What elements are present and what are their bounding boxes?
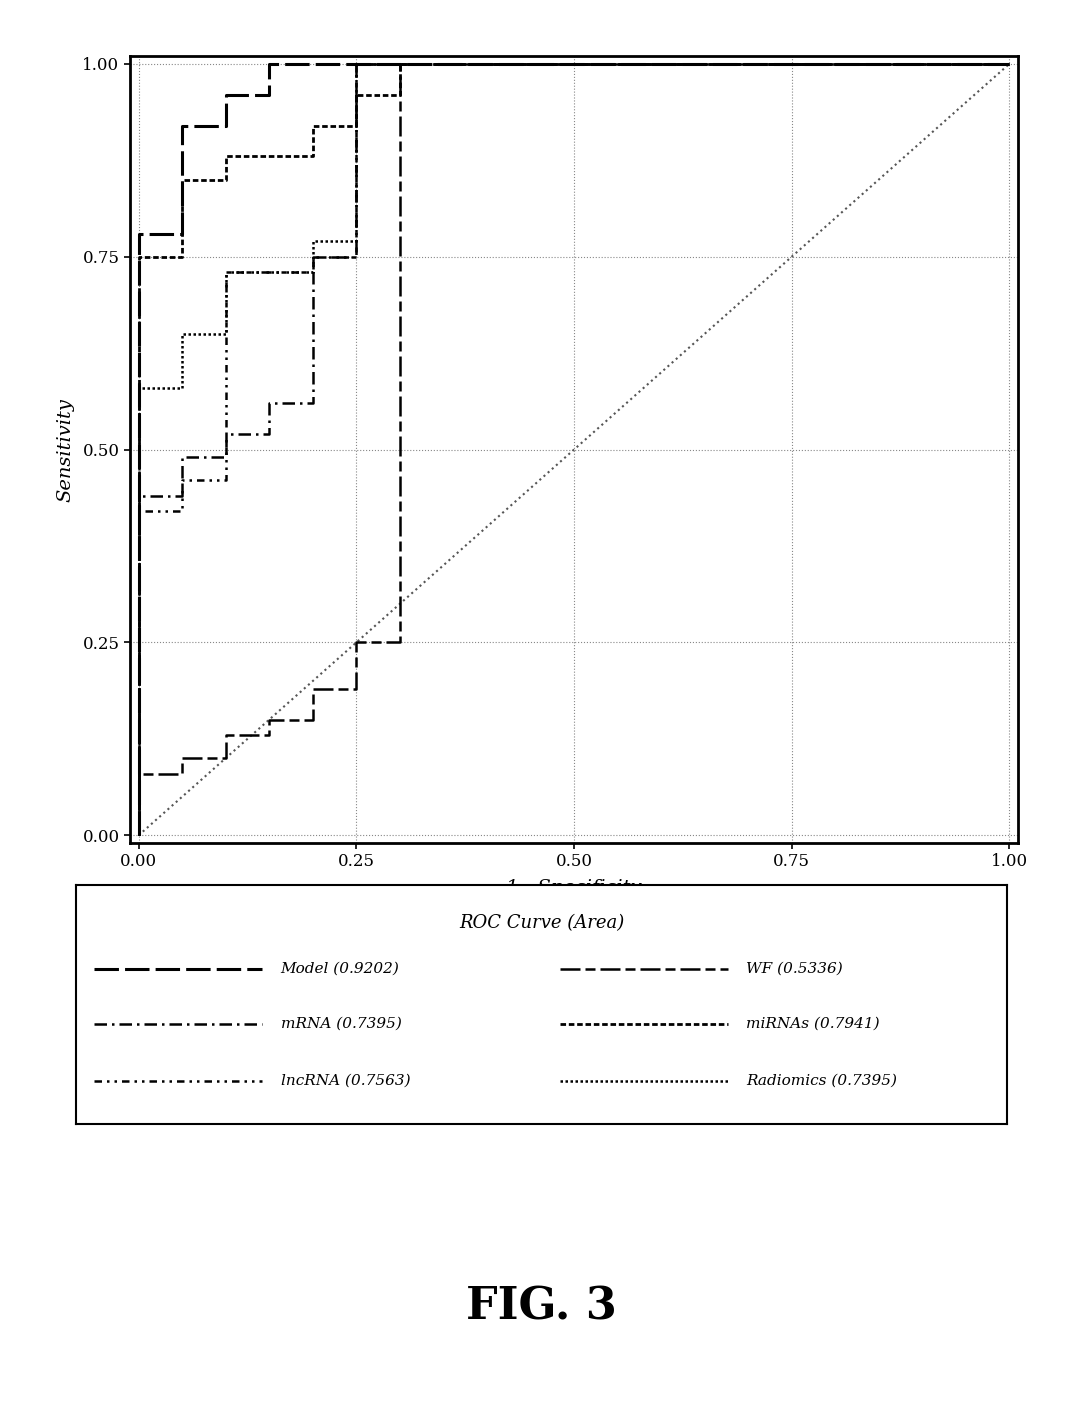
Text: FIG. 3: FIG. 3 [466,1286,617,1328]
Text: Radiomics (0.7395): Radiomics (0.7395) [746,1073,898,1087]
Text: miRNAs (0.7941): miRNAs (0.7941) [746,1017,880,1031]
Text: lncRNA (0.7563): lncRNA (0.7563) [280,1073,410,1087]
X-axis label: 1 - Specificity: 1 - Specificity [506,878,642,896]
Y-axis label: Sensitivity: Sensitivity [56,398,74,502]
Text: Model (0.9202): Model (0.9202) [280,962,400,975]
Text: ROC Curve (Area): ROC Curve (Area) [459,913,624,932]
Text: WF (0.5336): WF (0.5336) [746,962,844,975]
Text: mRNA (0.7395): mRNA (0.7395) [280,1017,402,1031]
